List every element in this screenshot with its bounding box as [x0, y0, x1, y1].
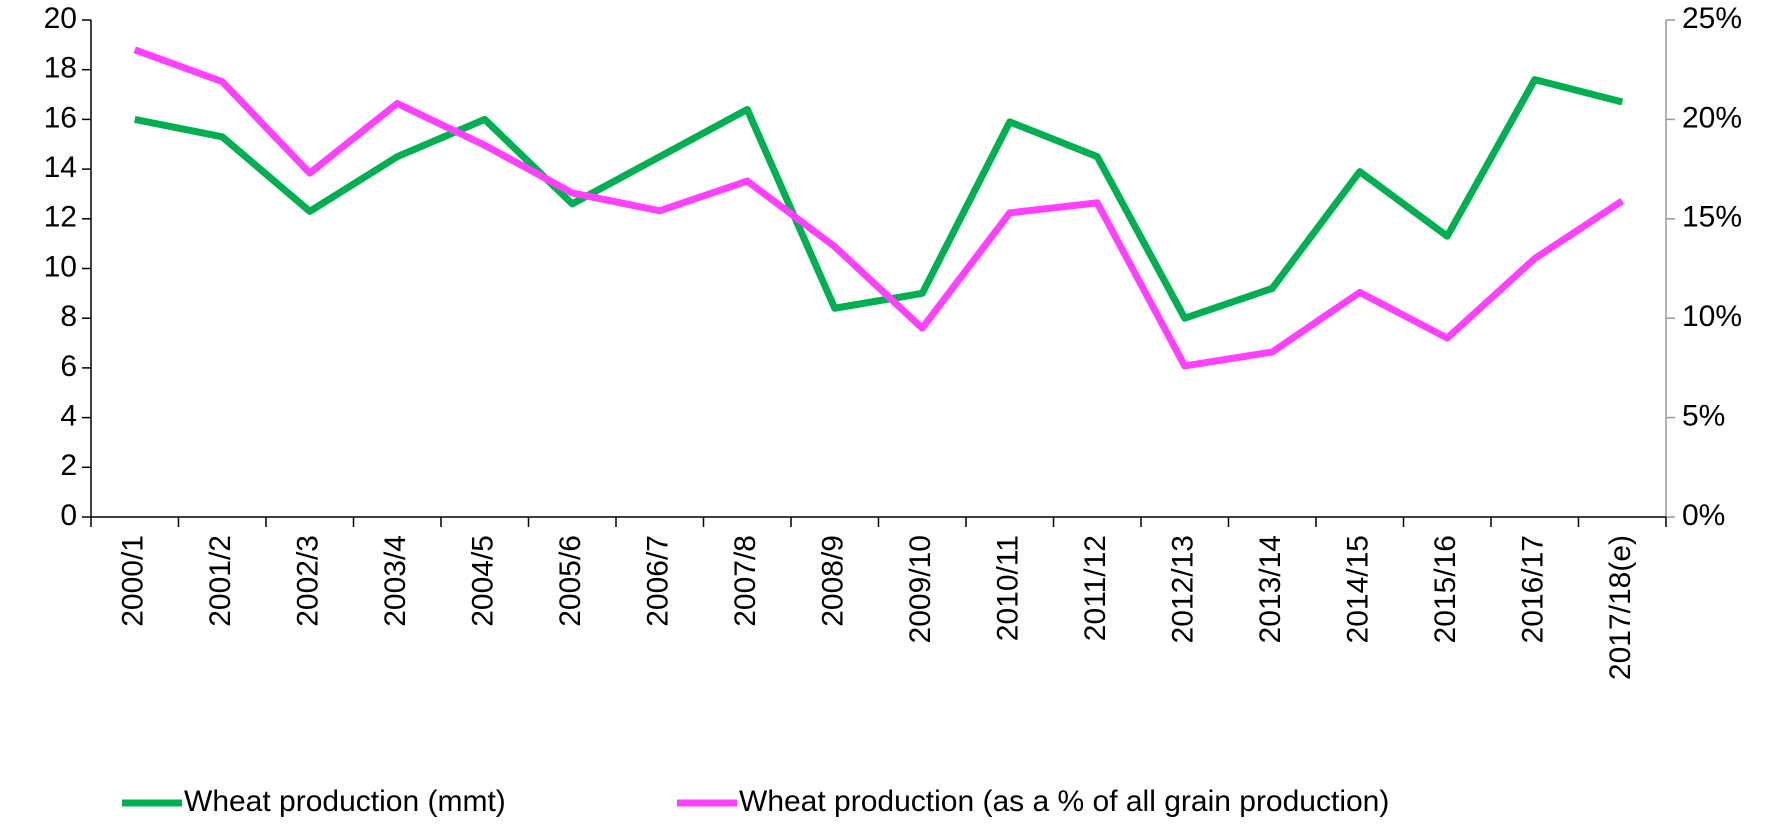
y2-tick-label: 0%: [1682, 499, 1725, 532]
y-tick-label: 14: [44, 151, 77, 184]
x-tick-label: 2005/6: [554, 535, 587, 627]
y-tick-label: 4: [60, 400, 77, 433]
y-tick-label: 6: [60, 350, 77, 383]
y2-tick-label: 15%: [1682, 201, 1742, 234]
y2-tick-label: 20%: [1682, 101, 1742, 134]
x-tick-label: 2008/9: [817, 535, 850, 627]
y-tick-label: 20: [44, 2, 77, 35]
series-line: [133, 46, 1625, 370]
y2-tick-label: 5%: [1682, 400, 1725, 433]
y2-tick-label: 25%: [1682, 2, 1742, 35]
x-tick-label: 2000/1: [117, 535, 150, 627]
legend-label: Wheat production (as a % of all grain pr…: [739, 785, 1389, 818]
x-tick-label: 2006/7: [642, 535, 675, 627]
y-tick-label: 0: [60, 499, 77, 532]
x-tick-label: 2016/17: [1517, 535, 1550, 643]
y-tick-label: 2: [60, 449, 77, 482]
legend-label: Wheat production (mmt): [184, 785, 506, 818]
y-tick-label: 10: [44, 250, 77, 283]
x-tick-label: 2001/2: [204, 535, 237, 627]
y-tick-label: 16: [44, 101, 77, 134]
y2-tick-label: 10%: [1682, 300, 1742, 333]
x-tick-label: 2004/5: [467, 535, 500, 627]
series-line: [134, 76, 1624, 322]
x-tick-label: 2012/13: [1167, 535, 1200, 643]
x-tick-label: 2017/18(e): [1604, 535, 1637, 680]
x-tick-label: 2013/14: [1254, 535, 1287, 643]
x-tick-label: 2014/15: [1342, 535, 1375, 643]
x-tick-label: 2002/3: [292, 535, 325, 627]
x-tick-label: 2010/11: [992, 535, 1025, 641]
x-tick-label: 2015/16: [1429, 535, 1462, 643]
x-tick-label: 2009/10: [904, 535, 937, 643]
x-tick-label: 2011/12: [1079, 535, 1112, 641]
x-tick-label: 2007/8: [729, 535, 762, 627]
x-tick-label: 2003/4: [379, 535, 412, 627]
y-tick-label: 18: [44, 52, 77, 85]
y-tick-label: 8: [60, 300, 77, 333]
y-tick-label: 12: [44, 201, 77, 234]
